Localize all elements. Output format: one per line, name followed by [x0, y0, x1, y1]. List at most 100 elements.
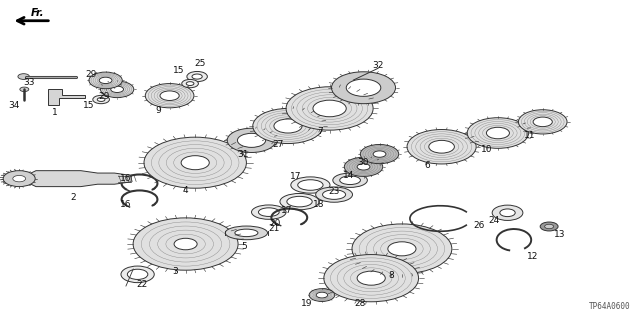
Ellipse shape	[287, 197, 312, 207]
Ellipse shape	[333, 173, 367, 188]
Circle shape	[492, 205, 523, 220]
Text: 17: 17	[281, 206, 292, 215]
Text: 12: 12	[527, 252, 538, 261]
Circle shape	[181, 156, 209, 170]
Text: 1: 1	[52, 108, 57, 117]
Circle shape	[100, 81, 134, 98]
Text: 2: 2	[71, 193, 76, 202]
Text: 25: 25	[194, 59, 205, 68]
Text: 26: 26	[473, 221, 484, 230]
Circle shape	[540, 222, 558, 231]
Ellipse shape	[323, 190, 346, 199]
Circle shape	[18, 74, 29, 79]
Circle shape	[313, 100, 346, 117]
Text: 17: 17	[290, 172, 301, 181]
Circle shape	[286, 87, 373, 130]
Circle shape	[352, 224, 452, 274]
Circle shape	[13, 175, 26, 182]
Text: 22: 22	[136, 280, 148, 289]
Circle shape	[97, 98, 105, 101]
Text: 14: 14	[343, 171, 355, 180]
Circle shape	[429, 140, 454, 153]
Circle shape	[127, 269, 148, 279]
Circle shape	[360, 145, 399, 164]
Text: 15: 15	[173, 66, 185, 75]
Ellipse shape	[291, 177, 330, 193]
Circle shape	[545, 224, 554, 229]
Ellipse shape	[298, 180, 323, 190]
Circle shape	[227, 128, 276, 152]
Text: 29: 29	[86, 70, 97, 79]
Circle shape	[344, 157, 383, 176]
Ellipse shape	[225, 226, 268, 240]
Circle shape	[3, 171, 35, 187]
Ellipse shape	[280, 193, 319, 210]
Polygon shape	[19, 171, 131, 187]
Circle shape	[518, 110, 567, 134]
Text: 32: 32	[372, 61, 383, 70]
Circle shape	[192, 74, 202, 79]
Circle shape	[357, 164, 370, 170]
Circle shape	[93, 95, 109, 104]
Text: 21: 21	[268, 224, 280, 233]
Text: 18: 18	[313, 200, 324, 209]
Text: 16: 16	[120, 174, 131, 183]
Circle shape	[253, 108, 323, 144]
Circle shape	[174, 238, 197, 250]
Ellipse shape	[316, 187, 353, 202]
Circle shape	[316, 292, 328, 298]
Circle shape	[237, 133, 266, 147]
Circle shape	[144, 137, 246, 188]
Text: 27: 27	[273, 140, 284, 149]
Ellipse shape	[259, 208, 279, 216]
Circle shape	[160, 91, 179, 100]
Text: 31: 31	[237, 150, 249, 159]
Text: 16: 16	[120, 200, 131, 209]
Circle shape	[145, 84, 194, 108]
Text: 8: 8	[389, 271, 394, 280]
Circle shape	[121, 266, 154, 283]
Text: Fr.: Fr.	[30, 8, 44, 18]
Text: 30: 30	[358, 158, 369, 167]
Ellipse shape	[235, 229, 258, 237]
Text: 19: 19	[301, 299, 313, 308]
Circle shape	[274, 119, 302, 133]
Text: 23: 23	[328, 187, 340, 196]
Circle shape	[332, 72, 396, 104]
Text: 24: 24	[488, 216, 500, 225]
Circle shape	[324, 255, 419, 302]
Circle shape	[533, 117, 552, 127]
Text: 7: 7	[317, 127, 323, 136]
Circle shape	[20, 87, 29, 92]
Text: 28: 28	[354, 299, 365, 308]
Circle shape	[309, 289, 335, 301]
Text: 4: 4	[183, 186, 188, 195]
Text: TP64A0600: TP64A0600	[589, 302, 630, 311]
Text: 29: 29	[98, 92, 109, 101]
Circle shape	[182, 79, 198, 88]
Circle shape	[187, 71, 207, 82]
Text: 20: 20	[269, 219, 281, 228]
Circle shape	[467, 118, 529, 148]
Circle shape	[99, 77, 112, 84]
Text: 10: 10	[481, 145, 492, 154]
Polygon shape	[48, 89, 85, 105]
Circle shape	[373, 151, 386, 157]
Text: 3: 3	[172, 267, 177, 276]
Circle shape	[486, 127, 509, 139]
Circle shape	[346, 79, 381, 96]
Text: 13: 13	[554, 230, 566, 239]
Text: 15: 15	[83, 101, 94, 110]
Ellipse shape	[252, 205, 286, 219]
Text: 5: 5	[242, 242, 247, 251]
Circle shape	[89, 72, 122, 89]
Text: 9: 9	[156, 106, 161, 115]
Ellipse shape	[340, 176, 360, 184]
Circle shape	[111, 86, 124, 93]
Text: 11: 11	[524, 131, 536, 140]
Circle shape	[388, 242, 416, 256]
Circle shape	[357, 271, 385, 285]
Circle shape	[500, 209, 515, 217]
Circle shape	[407, 130, 476, 164]
Text: 34: 34	[8, 101, 20, 110]
